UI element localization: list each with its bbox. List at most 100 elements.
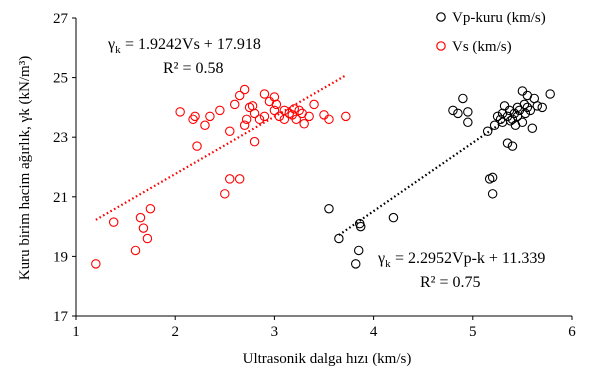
y-tick-label: 21 bbox=[53, 190, 68, 206]
point-vs bbox=[309, 99, 319, 110]
point-vs bbox=[200, 120, 210, 131]
point-vs bbox=[274, 111, 285, 122]
x-tick-label: 3 bbox=[271, 324, 279, 340]
trendline-vp bbox=[338, 121, 504, 236]
point-vp bbox=[522, 102, 533, 113]
point-vs bbox=[138, 223, 149, 233]
point-vs bbox=[234, 90, 245, 101]
point-vs bbox=[145, 203, 156, 214]
point-vs bbox=[108, 217, 119, 227]
point-vp bbox=[388, 212, 399, 223]
point-vp bbox=[509, 108, 520, 119]
point-vs bbox=[291, 114, 301, 125]
point-vs bbox=[239, 84, 250, 95]
point-vs bbox=[239, 120, 250, 131]
legend-label-vp: Vp-kuru (km/s) bbox=[452, 10, 546, 26]
equation-vp-text: = 2.2952Vp-k + 11.339 bbox=[395, 250, 545, 267]
equation-vs: γk = 1.9242Vs + 17.918 R² = 0.58 bbox=[107, 36, 261, 77]
point-vp bbox=[502, 138, 513, 148]
point-vs bbox=[229, 99, 240, 110]
point-vs bbox=[205, 111, 215, 122]
point-vs bbox=[225, 126, 235, 136]
point-vp bbox=[517, 117, 528, 128]
point-vp bbox=[504, 105, 515, 116]
x-tick-label: 5 bbox=[469, 324, 477, 340]
point-vp bbox=[458, 93, 468, 104]
point-vs bbox=[341, 111, 351, 122]
point-vp bbox=[448, 105, 458, 116]
point-vp bbox=[527, 123, 538, 134]
point-vs bbox=[234, 174, 245, 184]
point-vp bbox=[487, 189, 498, 199]
point-vp bbox=[520, 108, 531, 119]
point-vp bbox=[512, 111, 523, 122]
equation-vp: γk = 2.2952Vp-k + 11.339 R² = 0.75 bbox=[377, 250, 545, 291]
x-tick-label: 4 bbox=[370, 324, 378, 340]
point-vp bbox=[453, 108, 463, 119]
x-tick-label: 2 bbox=[171, 324, 179, 340]
point-vs bbox=[188, 114, 198, 125]
point-vs bbox=[215, 105, 225, 116]
legend: Vp-kuru (km/s) Vs (km/s) bbox=[436, 10, 546, 55]
point-vs bbox=[299, 119, 309, 129]
point-vs bbox=[249, 136, 260, 147]
data-points bbox=[91, 84, 555, 269]
point-vs bbox=[269, 105, 280, 116]
y-tick-label: 17 bbox=[53, 309, 69, 325]
gamma-k-symbol-2: γk bbox=[377, 250, 391, 270]
point-vs bbox=[294, 105, 304, 116]
legend-label-vs: Vs (km/s) bbox=[452, 39, 512, 55]
x-tick-label: 6 bbox=[568, 324, 576, 340]
point-vp bbox=[545, 89, 555, 99]
point-vs bbox=[142, 233, 153, 244]
point-vp bbox=[482, 126, 493, 136]
point-vp bbox=[492, 111, 503, 122]
point-vs bbox=[247, 101, 258, 111]
trendline-vs bbox=[95, 74, 347, 221]
point-vs bbox=[130, 245, 141, 256]
point-vp bbox=[517, 86, 528, 96]
y-tick-label: 23 bbox=[53, 130, 68, 146]
trendlines bbox=[95, 74, 504, 236]
point-vp bbox=[525, 105, 536, 116]
point-vs bbox=[279, 114, 290, 125]
point-vs bbox=[259, 89, 270, 99]
legend-marker-vp bbox=[436, 12, 446, 22]
x-tick-label: 1 bbox=[72, 324, 80, 340]
point-vs bbox=[241, 114, 252, 125]
point-vp bbox=[537, 102, 547, 113]
point-vp bbox=[463, 107, 473, 117]
point-vp bbox=[350, 259, 361, 269]
point-vp bbox=[487, 172, 498, 183]
legend-marker-vs bbox=[436, 41, 446, 51]
point-vs bbox=[254, 114, 265, 125]
point-vs bbox=[269, 92, 280, 102]
point-vs bbox=[190, 111, 200, 122]
point-vp bbox=[463, 117, 473, 128]
point-vs bbox=[319, 110, 329, 120]
point-vp bbox=[489, 120, 500, 131]
r2-vp-text: R² = 0.75 bbox=[420, 274, 481, 291]
y-tick-label: 25 bbox=[53, 71, 68, 87]
point-vp bbox=[353, 245, 364, 256]
point-vs bbox=[304, 111, 314, 122]
point-vs bbox=[259, 111, 270, 122]
point-vp bbox=[519, 99, 530, 110]
x-axis-label: Ultrasonik dalga hızı (km/s) bbox=[243, 351, 412, 367]
gamma-k-symbol: γk bbox=[107, 36, 121, 56]
y-tick-label: 27 bbox=[53, 11, 69, 27]
point-vs bbox=[135, 212, 146, 223]
point-vs bbox=[249, 108, 260, 119]
equation-vs-text: = 1.9242Vs + 17.918 bbox=[125, 36, 261, 53]
point-vp bbox=[334, 233, 344, 244]
point-vs bbox=[271, 99, 282, 110]
point-vp bbox=[355, 221, 366, 232]
point-vp bbox=[532, 101, 543, 111]
y-tick-label: 19 bbox=[53, 249, 68, 265]
point-vp bbox=[324, 203, 334, 214]
point-vs bbox=[225, 174, 235, 184]
point-vp bbox=[507, 114, 518, 125]
r2-vs-text: R² = 0.58 bbox=[163, 60, 224, 77]
